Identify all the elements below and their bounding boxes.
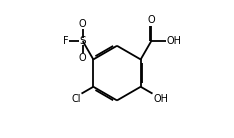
- Text: O: O: [147, 15, 155, 25]
- Text: Cl: Cl: [71, 94, 81, 104]
- Text: O: O: [79, 19, 87, 29]
- Text: F: F: [63, 36, 68, 46]
- Text: O: O: [79, 53, 87, 63]
- Text: OH: OH: [153, 94, 168, 104]
- Text: S: S: [79, 36, 86, 46]
- Text: OH: OH: [167, 36, 182, 46]
